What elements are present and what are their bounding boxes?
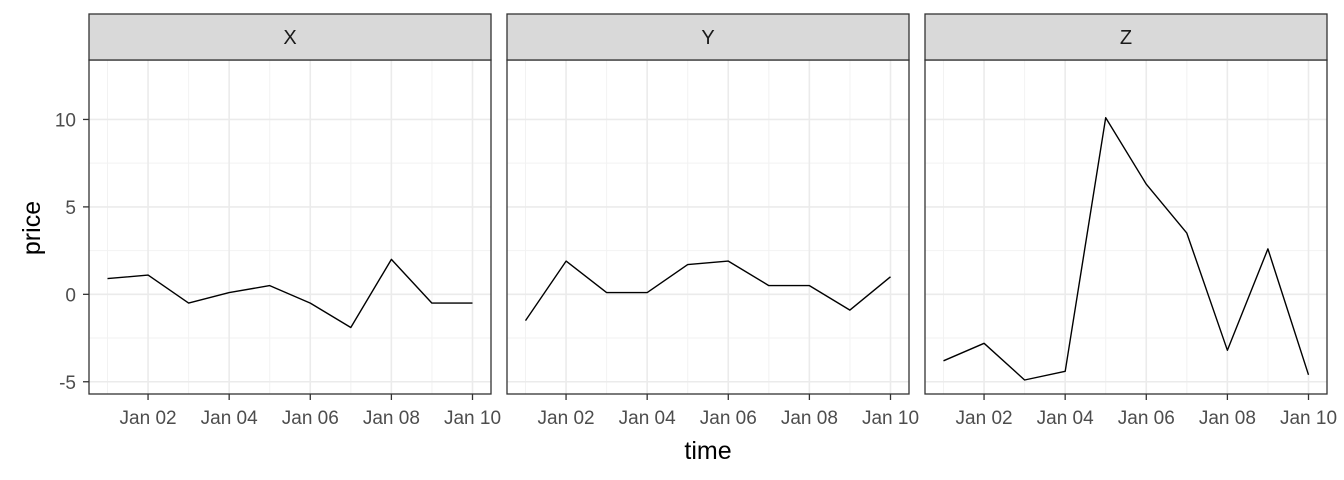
- panel-background: [507, 60, 909, 394]
- x-tick-label: Jan 10: [444, 408, 501, 429]
- x-tick-label: Jan 06: [1118, 408, 1175, 429]
- y-axis: -5 0 5 10: [55, 110, 89, 394]
- series-line-x: [107, 258, 473, 329]
- y-axis-title: price: [18, 201, 46, 255]
- facet-strip: [924, 13, 1328, 61]
- y-tick-label: -5: [59, 373, 76, 394]
- x-tick-label: Jan 08: [781, 408, 838, 429]
- facet-strip-label: Z: [1120, 27, 1132, 49]
- facet-strip-label: X: [283, 27, 296, 49]
- facet-strip-label: Y: [701, 27, 714, 49]
- facet-strip: [506, 13, 910, 61]
- y-tick-label: 0: [65, 285, 76, 306]
- x-tick-label: Jan 06: [700, 408, 757, 429]
- x-tick-label: Jan 02: [538, 408, 595, 429]
- panel-x: X Jan 02 Jan 04 Jan 06 Jan 08 Jan 10: [88, 13, 501, 429]
- panel-background: [89, 60, 491, 394]
- y-tick-label: 5: [65, 198, 76, 219]
- x-axis-title: time: [684, 437, 731, 465]
- facet-panels: X Jan 02 Jan 04 Jan 06 Jan 08 Jan 10 Y Jan 02 Ja…: [88, 13, 1337, 429]
- x-tick-label: Jan 06: [282, 408, 339, 429]
- panel-z: Z Jan 02 Jan 04 Jan 06 Jan 08 Jan 10: [924, 13, 1337, 429]
- x-tick-label: Jan 10: [862, 408, 919, 429]
- x-tick-label: Jan 10: [1280, 408, 1337, 429]
- x-tick-label: Jan 04: [619, 408, 676, 429]
- facet-strip: [88, 13, 492, 61]
- x-tick-label: Jan 08: [363, 408, 420, 429]
- x-tick-label: Jan 02: [956, 408, 1013, 429]
- x-tick-label: Jan 04: [201, 408, 258, 429]
- panel-y: Y Jan 02 Jan 04 Jan 06 Jan 08 Jan 10: [506, 13, 919, 429]
- x-tick-label: Jan 04: [1037, 408, 1094, 429]
- series-line-y: [524, 260, 891, 321]
- x-tick-label: Jan 08: [1199, 408, 1256, 429]
- y-tick-label: 10: [55, 110, 76, 131]
- series-line-z: [943, 116, 1310, 381]
- x-tick-label: Jan 02: [120, 408, 177, 429]
